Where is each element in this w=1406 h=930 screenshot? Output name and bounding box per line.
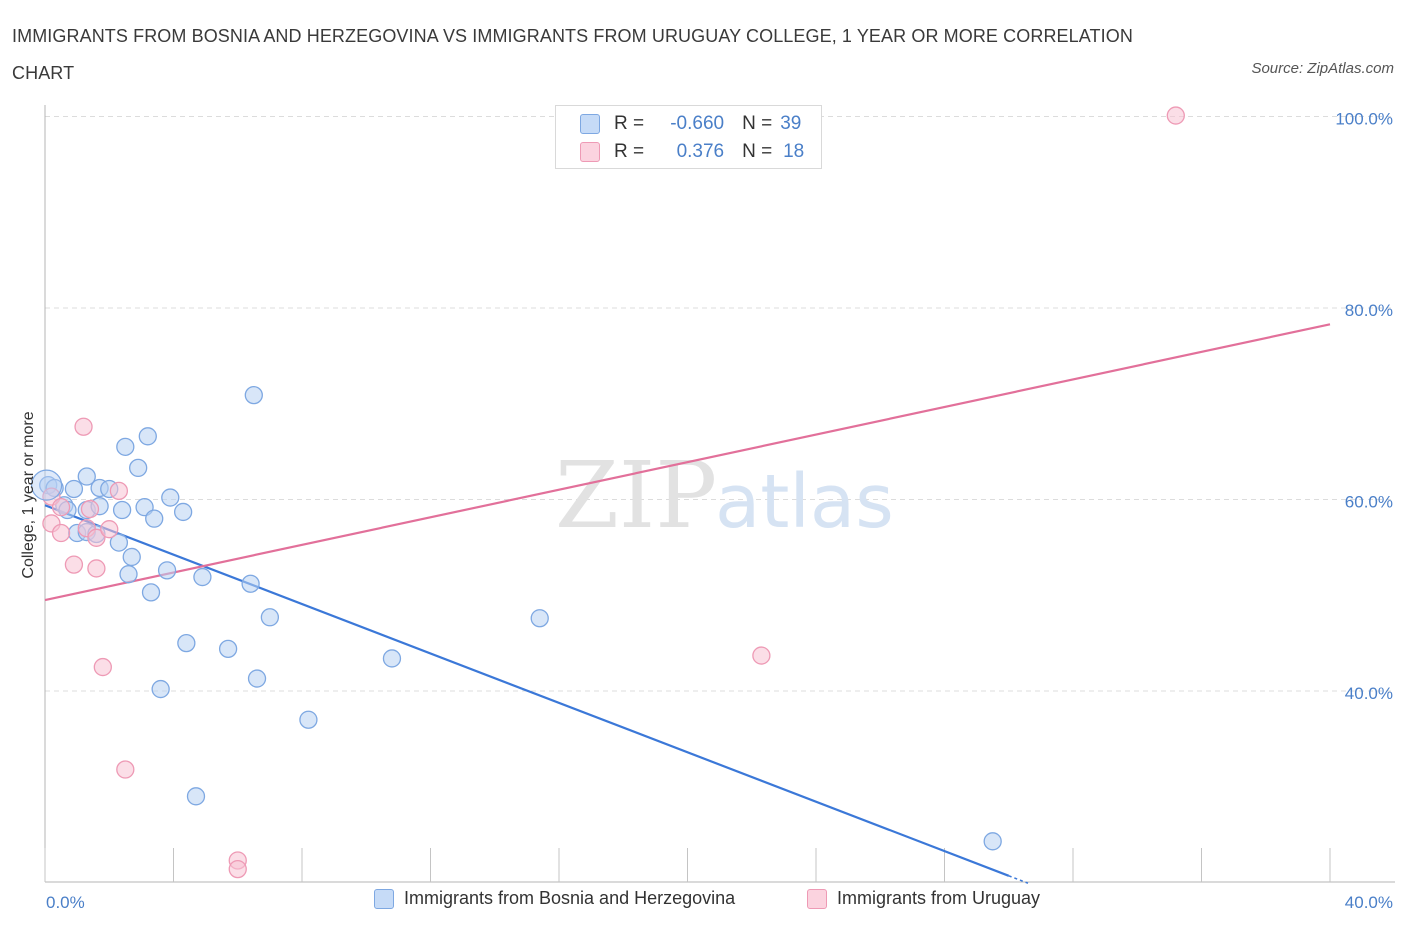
uruguay-point (93, 657, 112, 677)
bosnia-point (77, 467, 96, 486)
bosnia-point (186, 787, 206, 806)
legend-row-bosnia: R = -0.660 N = 39 (580, 111, 801, 137)
bottom-legend-uruguay: Immigrants from Uruguay (807, 888, 1040, 909)
y-tick-label: 100.0% (1335, 110, 1393, 129)
uruguay-point (1166, 106, 1185, 125)
chart-title: IMMIGRANTS FROM BOSNIA AND HERZEGOVINA V… (12, 26, 1133, 83)
y-tick-label: 60.0% (1345, 493, 1393, 512)
legend-swatch-pink (580, 142, 600, 162)
uruguay-point (228, 859, 247, 879)
n-value: 18 (783, 141, 805, 162)
data-points (31, 106, 1185, 879)
uruguay-point (80, 499, 100, 519)
r-label: R = (614, 141, 645, 162)
bosnia-point (145, 509, 164, 528)
r-label: R = (614, 113, 645, 134)
bosnia-point (530, 609, 549, 628)
uruguay-point (51, 523, 71, 543)
bosnia-point (109, 533, 129, 552)
bosnia-point (64, 479, 84, 499)
bosnia-point (193, 567, 212, 587)
uruguay-trendline (44, 323, 1331, 602)
bosnia-point (151, 679, 170, 699)
bosnia-point (122, 547, 141, 567)
legend-swatch-blue (580, 114, 600, 134)
watermark: ZIP atlas (555, 442, 894, 549)
uruguay-point (64, 555, 84, 574)
uruguay-point (51, 498, 71, 517)
r-value: -0.660 (670, 113, 725, 134)
correlation-legend: R = -0.660 N = 39 R = 0.376 N = 18 (555, 105, 822, 169)
legend-swatch-blue (374, 888, 394, 909)
uruguay-point (87, 559, 106, 578)
bosnia-point (157, 561, 177, 580)
x-tick-label: 0.0% (46, 893, 85, 912)
n-label: N = (742, 113, 773, 134)
uruguay-point (87, 528, 106, 547)
bosnia-point (31, 469, 63, 501)
bosnia-point (218, 639, 238, 659)
bosnia-point (112, 500, 132, 520)
x-tick-label: 40.0% (1345, 893, 1393, 912)
uruguay-point (100, 520, 119, 539)
bosnia-point (129, 458, 148, 478)
bosnia-point (241, 574, 260, 593)
grid-lines (45, 116, 1395, 692)
watermark-atlas: atlas (715, 459, 894, 545)
bosnia-point (260, 608, 280, 627)
bosnia-point (244, 385, 263, 405)
bosnia-point (382, 649, 402, 668)
uruguay-point (752, 646, 771, 665)
legend-label-bosnia: Immigrants from Bosnia and Herzegovina (404, 888, 736, 908)
trendlines (44, 323, 1331, 884)
y-axis-label: College, 1 year or more (20, 411, 37, 578)
n-value: 39 (780, 113, 802, 134)
bosnia-point (161, 488, 180, 507)
bottom-legend-bosnia: Immigrants from Bosnia and Herzegovina (374, 888, 735, 909)
source-label: Source: ZipAtlas.com (1251, 60, 1394, 77)
bosnia-point (247, 669, 267, 688)
watermark-zip: ZIP (555, 442, 717, 549)
uruguay-point (116, 760, 135, 779)
axes (44, 105, 1395, 883)
tick-labels: 40.0% 60.0% 80.0% 100.0% 0.0% 40.0% (46, 110, 1393, 913)
bosnia-point (119, 565, 138, 584)
legend-row-uruguay: R = 0.376 N = 18 (580, 139, 804, 165)
bosnia-point (173, 502, 193, 522)
r-value: 0.376 (676, 141, 725, 162)
bosnia-point (177, 633, 196, 653)
bosnia-point (138, 427, 157, 446)
uruguay-point (74, 417, 93, 436)
n-label: N = (742, 141, 773, 162)
uruguay-point (109, 481, 129, 501)
bosnia-point (983, 832, 1002, 851)
bosnia-point (116, 437, 135, 456)
bosnia-trendline (44, 504, 1010, 877)
y-tick-label: 80.0% (1345, 301, 1393, 320)
bosnia-point (299, 710, 318, 729)
y-tick-label: 40.0% (1345, 684, 1393, 703)
legend-swatch-pink (807, 888, 827, 909)
bosnia-point (141, 583, 161, 602)
legend-label-uruguay: Immigrants from Uruguay (837, 888, 1041, 908)
